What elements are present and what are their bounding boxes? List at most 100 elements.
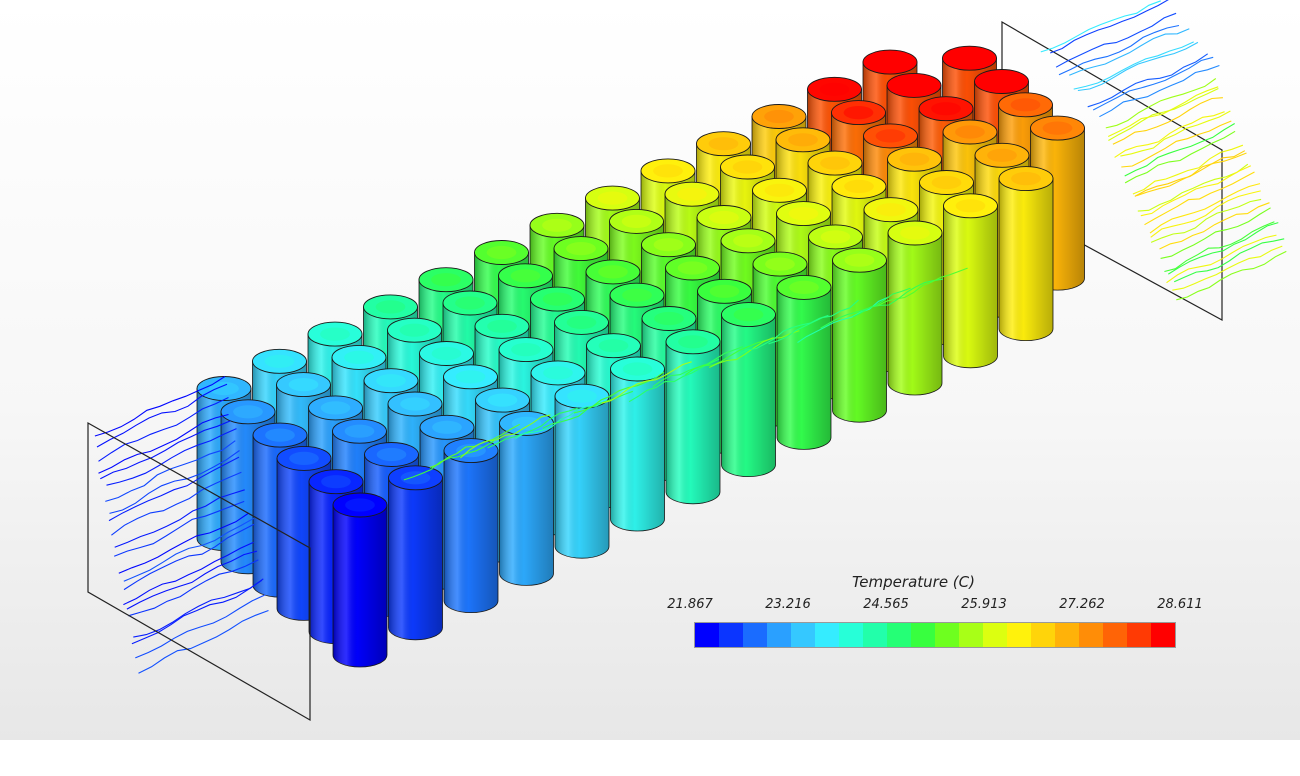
streamline [1149, 183, 1261, 234]
streamline [1087, 53, 1209, 108]
visualization-viewport: Temperature (C) 21.867 23.216 24.565 25.913… [0, 0, 1300, 740]
streamline [1137, 163, 1249, 212]
streamline [1164, 221, 1275, 273]
streamline [131, 579, 263, 645]
colorbar-segment [863, 623, 887, 647]
streamline [1159, 202, 1270, 250]
battery-cell [943, 193, 998, 369]
colorbar-segment [1079, 623, 1103, 647]
streamline [460, 414, 551, 459]
battery-cell [776, 274, 832, 450]
streamline [1040, 0, 1161, 53]
colorbar-segment [1151, 623, 1175, 647]
battery-cell [721, 302, 776, 477]
streamline [1107, 86, 1219, 137]
colorbar-segment [791, 623, 815, 647]
streamline [768, 299, 859, 345]
streamline [1173, 238, 1285, 283]
cell-array [196, 45, 1085, 668]
battery-cell [610, 356, 665, 532]
colorbar-tick-label: 28.611 [1157, 597, 1203, 612]
streamline [1058, 24, 1180, 76]
streamline [94, 376, 226, 437]
streamline [98, 413, 229, 474]
streamline [133, 578, 264, 638]
streamline [628, 358, 720, 403]
battery-cell [499, 410, 554, 586]
colorbar-tick-label: 21.867 [667, 597, 713, 612]
streamline [138, 609, 269, 674]
battery-cell [665, 329, 721, 505]
streamline [1166, 234, 1277, 284]
inlet-plane [87, 421, 311, 722]
streamline [118, 512, 250, 574]
figure-caption [0, 742, 1300, 776]
streamline [1114, 111, 1225, 158]
colorbar-tick-label: 23.216 [765, 597, 811, 612]
colorbar-segment [959, 623, 983, 647]
colorbar-tick-label: 25.913 [961, 597, 1007, 612]
streamline [487, 407, 578, 449]
streamline [114, 489, 245, 548]
streamline [135, 594, 266, 659]
colorbar-tick-label: 27.262 [1059, 597, 1105, 612]
streamline [1176, 250, 1287, 301]
streamline [126, 550, 258, 610]
streamline [820, 287, 911, 329]
streamline [1108, 88, 1219, 141]
colorbar-segment [1031, 623, 1055, 647]
colorbar-segment [1007, 623, 1031, 647]
streamline [113, 500, 245, 557]
battery-cell [332, 492, 388, 668]
streamline [123, 517, 255, 582]
colorbar-segment [983, 623, 1007, 647]
streamline [1124, 123, 1235, 177]
streamline [98, 397, 229, 462]
streamline [123, 523, 255, 591]
streamline [96, 383, 228, 448]
battery-cell [887, 220, 943, 396]
colorbar-segment [839, 623, 863, 647]
streamline [1092, 56, 1214, 111]
colorbar-segment [935, 623, 959, 647]
streamline [601, 361, 692, 404]
streamline [1120, 110, 1231, 157]
battery-cell [443, 438, 499, 613]
colorbar-segment [815, 623, 839, 647]
streamline [109, 450, 240, 514]
streamline [106, 428, 237, 486]
streamline [128, 559, 259, 617]
streamline [108, 456, 240, 522]
streamline [1105, 78, 1217, 129]
streamline [709, 330, 800, 368]
colorbar-title: Temperature (C) [852, 573, 975, 591]
colorbar-segment [695, 623, 719, 647]
streamline [1073, 41, 1194, 90]
battery-cell [832, 247, 887, 423]
streamline [1121, 120, 1232, 168]
streamline [100, 420, 231, 480]
colorbar-segment [743, 623, 767, 647]
streamline [1144, 171, 1255, 226]
streamline [1069, 28, 1190, 76]
streamline [877, 267, 968, 307]
streamline [1055, 12, 1177, 68]
battery-pack-scene [87, 0, 1287, 722]
streamline [1168, 222, 1279, 275]
temperature-colorbar [694, 622, 1176, 648]
streamline [1160, 207, 1271, 259]
streamline [1050, 0, 1169, 54]
colorbar-tick-label: 24.565 [863, 597, 909, 612]
streamline [1140, 165, 1252, 217]
colorbar-segment [911, 623, 935, 647]
streamline [514, 401, 606, 440]
colorbar-segment [767, 623, 791, 647]
battery-cell [998, 166, 1054, 341]
streamline [1112, 97, 1223, 145]
colorbar-segment [887, 623, 911, 647]
streamline [123, 541, 254, 606]
streamline [1150, 198, 1262, 243]
colorbar-segment [1055, 623, 1079, 647]
colorbar-segment [719, 623, 743, 647]
battery-cell [388, 465, 443, 641]
